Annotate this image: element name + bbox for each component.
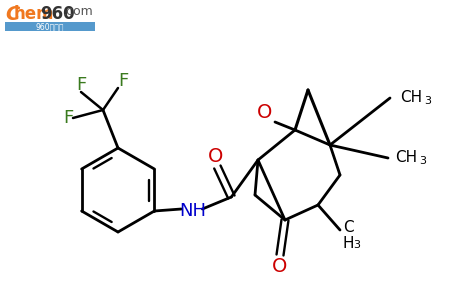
Text: 3: 3 bbox=[354, 240, 361, 250]
Text: CH: CH bbox=[400, 91, 422, 105]
Text: F: F bbox=[76, 76, 86, 94]
Text: H: H bbox=[342, 236, 354, 251]
Text: C: C bbox=[5, 5, 19, 24]
FancyBboxPatch shape bbox=[5, 22, 95, 31]
Text: 960化工网: 960化工网 bbox=[36, 22, 64, 31]
Text: O: O bbox=[257, 103, 273, 122]
Text: NH: NH bbox=[179, 202, 206, 220]
Text: .com: .com bbox=[63, 5, 94, 18]
Text: 3: 3 bbox=[424, 96, 431, 106]
Text: O: O bbox=[272, 258, 288, 277]
Text: O: O bbox=[208, 147, 223, 166]
Text: F: F bbox=[118, 72, 128, 90]
Text: C: C bbox=[343, 221, 353, 236]
Text: 960: 960 bbox=[40, 5, 74, 23]
Text: 3: 3 bbox=[419, 156, 426, 166]
Text: CH: CH bbox=[395, 151, 417, 166]
Text: F: F bbox=[63, 109, 73, 127]
Text: hem: hem bbox=[14, 5, 55, 23]
